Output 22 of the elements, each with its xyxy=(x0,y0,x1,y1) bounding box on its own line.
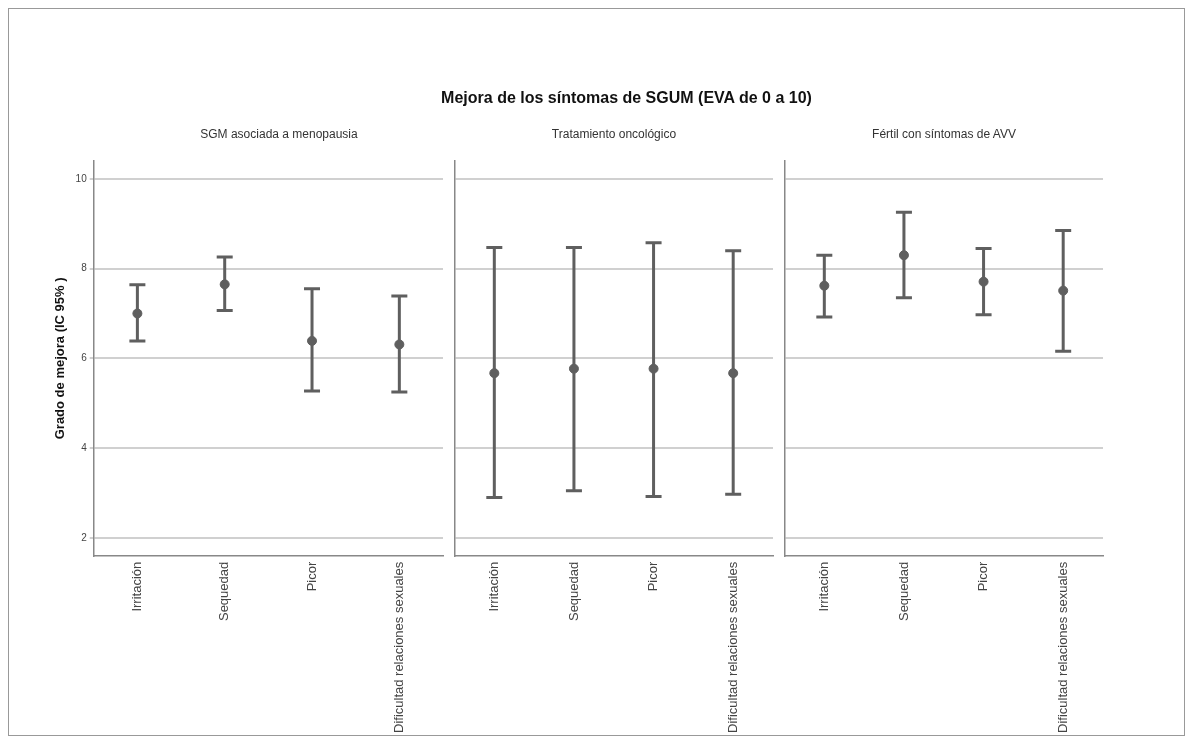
chart-subtitle: Fértil con síntomas de AVV xyxy=(871,127,1017,143)
x-tick-label: Irritación xyxy=(815,561,831,612)
y-tick-label: 2 xyxy=(81,531,88,543)
y-tick-label: 10 xyxy=(75,172,88,184)
x-tick-label: Irritación xyxy=(128,561,144,612)
x-tick-label: Picor xyxy=(303,561,319,592)
x-tick-label: Dificultad relaciones sexuales xyxy=(1054,561,1070,734)
text: Mejora de los síntomas de SGUM (EVA de 0 a 10) xyxy=(441,89,812,107)
x-tick-label: Dificultad relaciones sexuales xyxy=(390,561,406,734)
y-tick-label: 4 xyxy=(81,441,88,453)
y-tick-label: 6 xyxy=(81,352,88,364)
x-tick-label: Picor xyxy=(645,561,661,592)
x-tick-label: Picor xyxy=(975,561,991,592)
y-axis-title: Grado de mejora (IC 95% ) xyxy=(52,277,68,440)
x-tick-label: Sequedad xyxy=(565,561,581,622)
chart-subtitle: SGM asociada a menopausia xyxy=(199,127,359,143)
x-tick-label: Irritación xyxy=(485,561,501,612)
chart-subtitle: Tratamiento oncológico xyxy=(550,127,678,143)
x-tick-label: Sequedad xyxy=(216,561,232,622)
x-tick-label: Dificultad relaciones sexuales xyxy=(724,561,740,734)
x-tick-label: Sequedad xyxy=(895,561,911,622)
y-tick-label: 8 xyxy=(81,262,88,274)
